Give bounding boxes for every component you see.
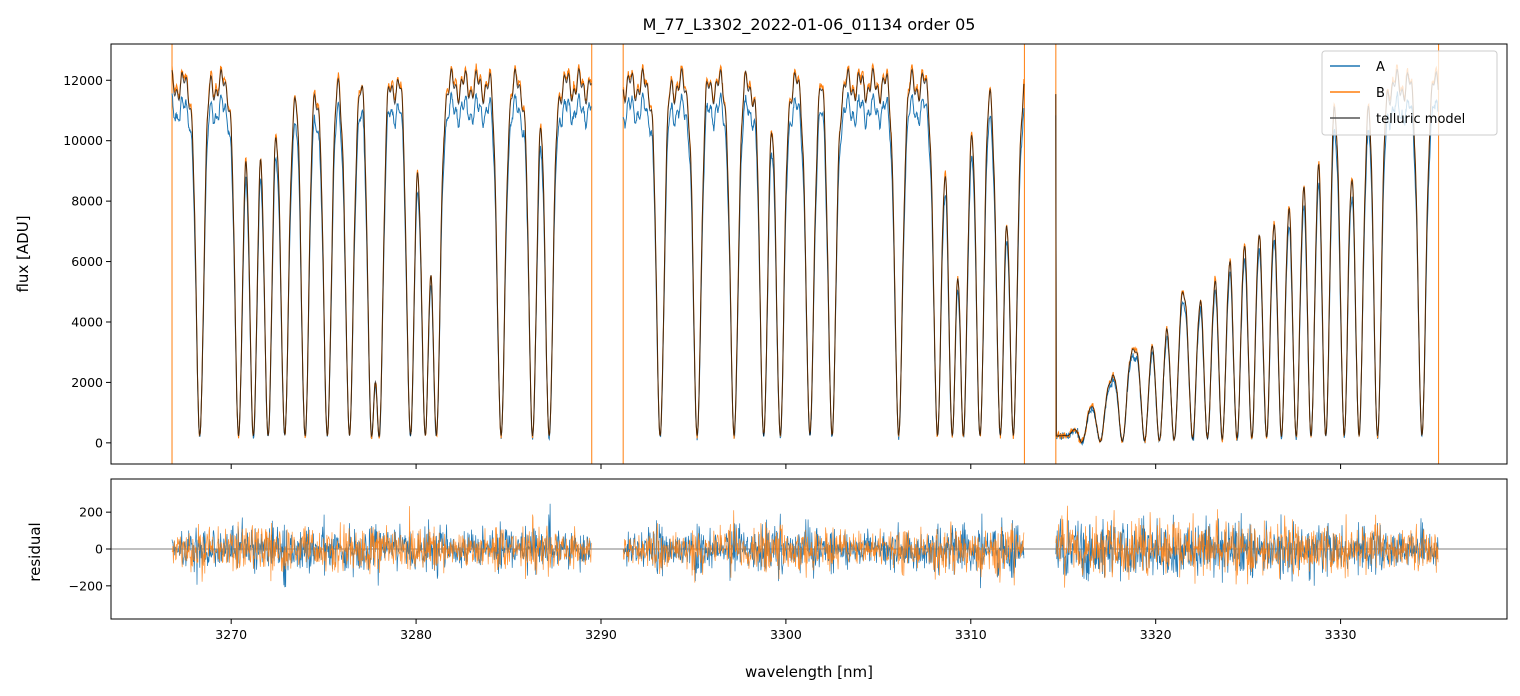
- flux-y-tick-label: 6000: [71, 254, 103, 269]
- residual-x-tick-label: 3290: [585, 627, 617, 642]
- flux-y-ticks: 0 2000 4000 6000 8000 10000 12000: [63, 73, 111, 450]
- chart-title: M_77_L3302_2022-01-06_01134 order 05: [643, 15, 976, 35]
- flux-y-tick-label: 2000: [71, 375, 103, 390]
- residual-x-axis-label: wavelength [nm]: [745, 663, 873, 681]
- residual-y-axis-label: residual: [26, 522, 44, 581]
- residual-y-ticks: −200 0 200: [69, 505, 111, 593]
- telluric-model-line: [171, 67, 592, 437]
- residual-plot-area: [111, 503, 1507, 589]
- flux-panel: 0 2000 4000 6000 8000 10000 12000 flux [ADU] A…: [14, 43, 1508, 469]
- flux-y-tick-label: 8000: [71, 194, 103, 209]
- residual-x-tick-label: 3310: [955, 627, 987, 642]
- legend-label-telluric: telluric model: [1376, 112, 1465, 127]
- telluric-model-line: [1055, 68, 1439, 443]
- flux-y-tick-label: 12000: [63, 73, 103, 88]
- flux-y-tick-label: 10000: [63, 133, 103, 148]
- flux-y-tick-label: 0: [95, 435, 103, 450]
- residual-x-tick-label: 3300: [770, 627, 802, 642]
- flux-y-axis-label: flux [ADU]: [14, 215, 32, 292]
- residual-b-line: [171, 506, 592, 582]
- flux-axes-frame: [110, 43, 1508, 465]
- residual-x-tick-label: 3270: [215, 627, 247, 642]
- residual-panel: −200 0 200 3270 3280 3290 3300 3310 3320 3330 re…: [26, 478, 1508, 681]
- residual-b-line: [622, 510, 1025, 586]
- flux-plot-area: [171, 44, 1440, 464]
- flux-x-ticks: [230, 464, 1342, 469]
- residual-x-ticks: 3270 3280 3290 3300 3310 3320 3330: [215, 619, 1357, 642]
- residual-y-tick-label: 0: [95, 542, 103, 557]
- residual-x-tick-label: 3330: [1325, 627, 1357, 642]
- residual-x-tick-label: 3280: [400, 627, 432, 642]
- legend-label-b: B: [1376, 86, 1385, 101]
- residual-x-tick-label: 3320: [1140, 627, 1172, 642]
- telluric-model-line: [622, 67, 1025, 436]
- residual-y-tick-label: −200: [69, 578, 103, 593]
- residual-b-line: [1055, 505, 1439, 588]
- legend-box: [1321, 50, 1498, 136]
- legend: A B telluric model: [1321, 50, 1498, 136]
- legend-label-a: A: [1376, 60, 1385, 75]
- flux-y-tick-label: 4000: [71, 314, 103, 329]
- residual-y-tick-label: 200: [79, 505, 103, 520]
